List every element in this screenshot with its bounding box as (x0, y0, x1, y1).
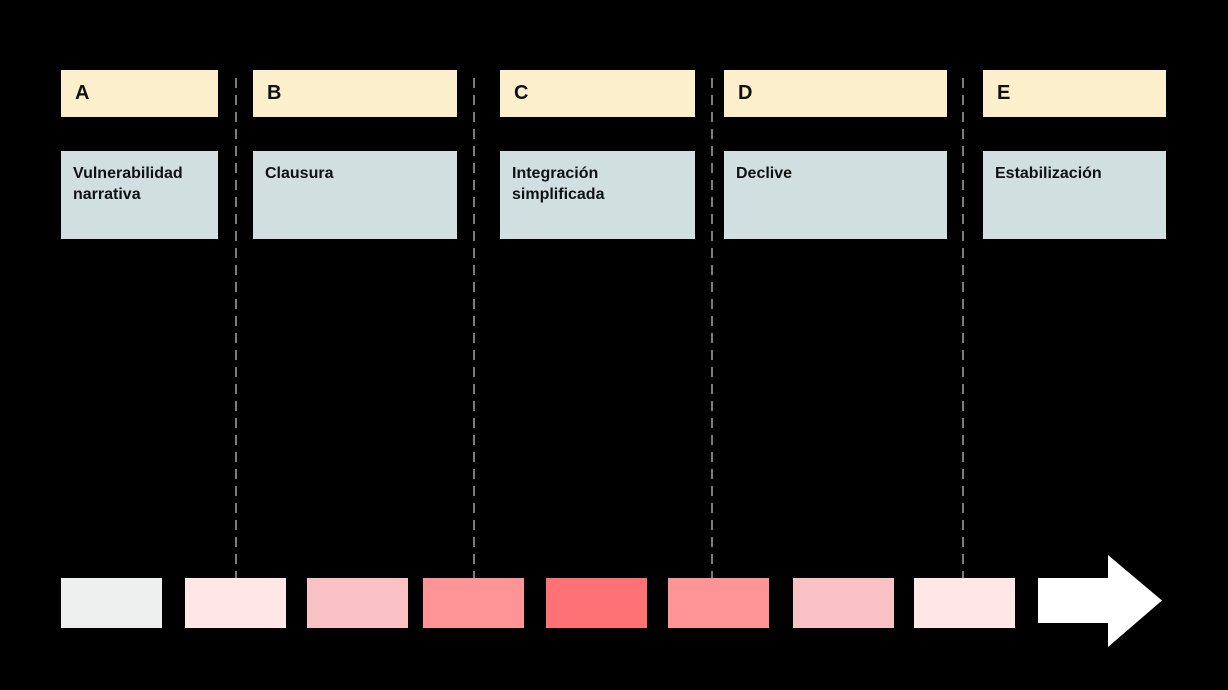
phase-label-c: Integración simplificada (500, 151, 695, 239)
phase-label-a: Vulnerabilidad narrativa (61, 151, 218, 239)
intensity-cell (185, 578, 286, 628)
phase-label-b: Clausura (253, 151, 457, 239)
phase-header-b: B (253, 70, 457, 117)
phase-label-e: Estabilización (983, 151, 1166, 239)
phase-letter: E (997, 82, 1011, 104)
intensity-cell (307, 578, 408, 628)
intensity-cell (668, 578, 769, 628)
phase-header-d: D (724, 70, 947, 117)
phase-letter: D (738, 82, 753, 104)
intensity-cell (546, 578, 647, 628)
phase-header-a: A (61, 70, 218, 117)
intensity-cell (793, 578, 894, 628)
phase-header-c: C (500, 70, 695, 117)
phase-letter: B (267, 82, 282, 104)
phase-letter: C (514, 82, 529, 104)
phase-letter: A (75, 82, 90, 104)
intensity-cell (914, 578, 1015, 628)
phase-label-d: Declive (724, 151, 947, 239)
column-divider (235, 78, 237, 578)
intensity-cell (61, 578, 162, 628)
column-divider (473, 78, 475, 578)
intensity-cell (423, 578, 524, 628)
column-divider (962, 78, 964, 578)
right-arrow-icon (1036, 553, 1166, 648)
phase-header-e: E (983, 70, 1166, 117)
column-divider (711, 78, 713, 578)
